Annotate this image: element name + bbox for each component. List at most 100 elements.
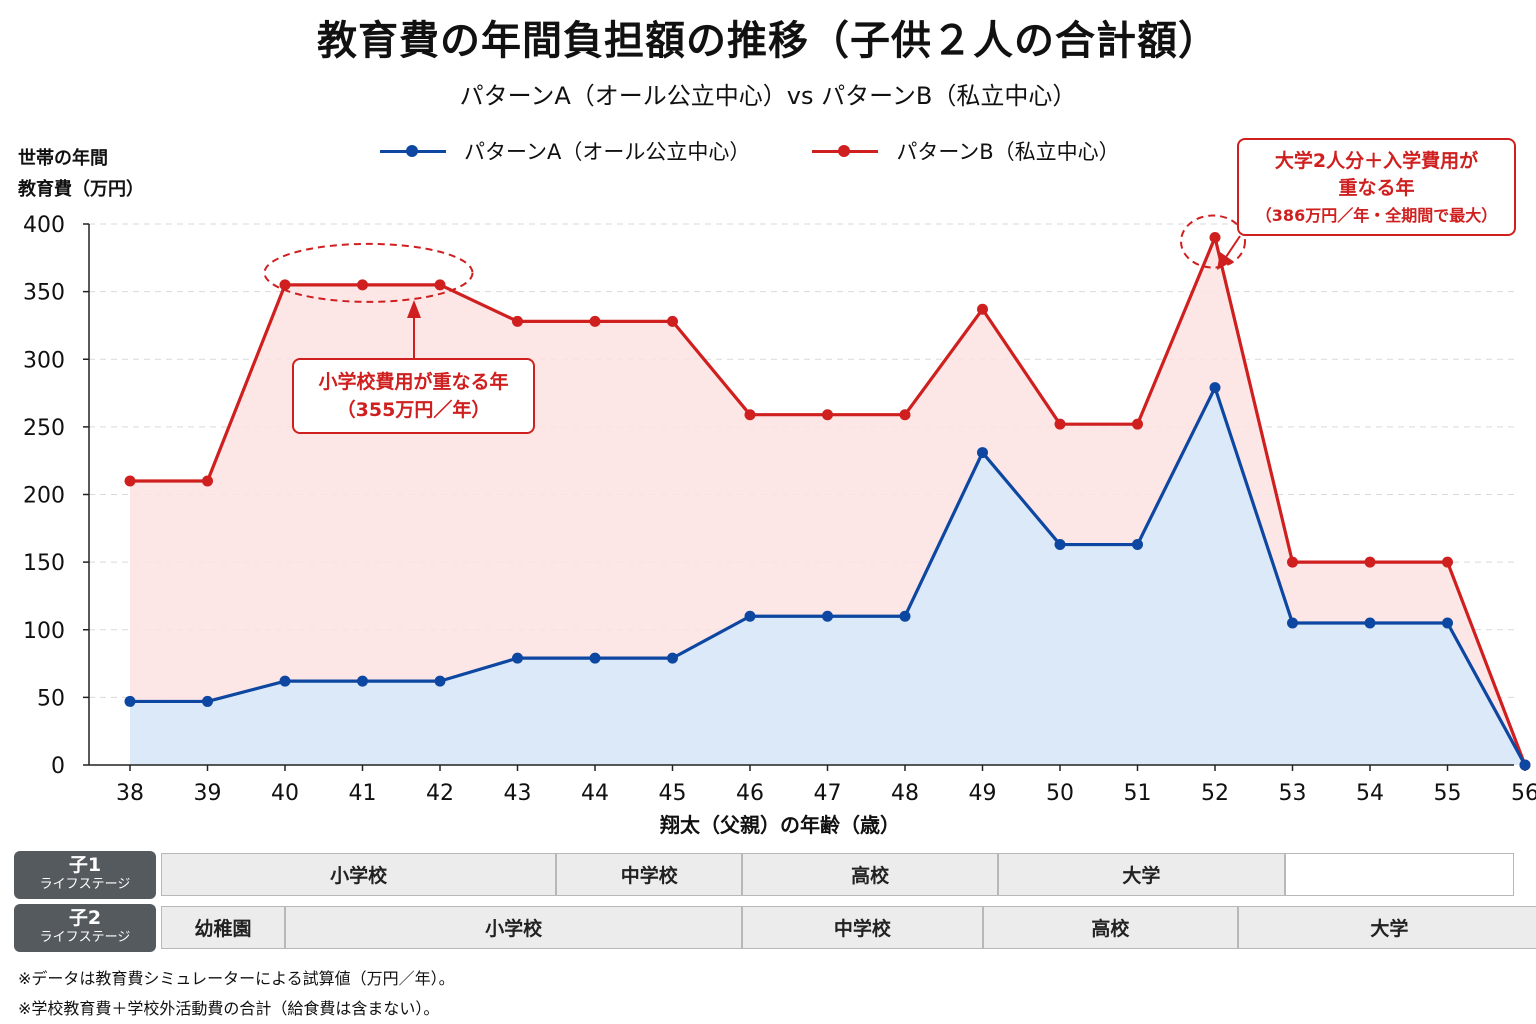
data-point-pattern-a (1442, 617, 1453, 629)
child2-stage-segment: 大学 (1238, 906, 1536, 949)
callout-arrow-peak (1225, 235, 1241, 258)
child1-stage-header: 子1 ライフステージ (14, 851, 156, 899)
child1-stage-row: 子1 ライフステージ 小学校 中学校 高校 大学 (14, 851, 1524, 899)
data-point-pattern-a (124, 695, 136, 707)
data-point-pattern-a (1209, 382, 1221, 394)
child1-stage-subtitle: ライフステージ (39, 877, 131, 892)
callout1-line2: （355万円／年） (336, 399, 491, 421)
y-axis-label-line1: 世帯の年間 (18, 148, 108, 169)
callout2-line1: 大学2人分＋入学費用が (1274, 150, 1479, 172)
footnotes: ※データは教育費シミュレーターによる試算値（万円／年）。 ※学校教育費＋学校外活… (18, 964, 455, 1024)
x-tick-label: 39 (194, 781, 222, 806)
data-point-pattern-b (512, 315, 523, 327)
x-tick-label: 52 (1201, 781, 1229, 806)
data-point-pattern-a (977, 447, 988, 459)
data-point-pattern-a (1519, 759, 1531, 771)
legend-marker-pattern-b (812, 144, 879, 158)
x-tick-label: 55 (1434, 781, 1462, 806)
arrowhead-peak (1217, 252, 1233, 270)
data-point-pattern-a (1054, 539, 1066, 551)
child1-stage-segment: 高校 (742, 853, 998, 896)
data-point-pattern-b (124, 475, 136, 487)
child2-stage-title: 子2 (68, 907, 102, 929)
data-point-pattern-b (1287, 556, 1298, 568)
x-tick-label: 49 (969, 781, 997, 806)
legend-label-pattern-b: パターンB（私立中心） (896, 140, 1120, 164)
data-point-pattern-a (279, 675, 291, 687)
data-point-pattern-a (202, 695, 213, 707)
child2-stage-subtitle: ライフステージ (39, 930, 131, 945)
data-point-pattern-b (202, 475, 213, 487)
legend-item-pattern-a: パターンA（オール公立中心） (380, 136, 750, 166)
data-point-pattern-a (822, 610, 833, 622)
data-point-pattern-a (1364, 617, 1376, 629)
highlight-ellipse-elementary (263, 242, 474, 303)
data-point-pattern-a (589, 652, 601, 664)
legend: パターンA（オール公立中心） パターンB（私立中心） (380, 136, 1120, 166)
callout2-line3: （386万円／年・全期間で最大） (1255, 206, 1498, 225)
data-point-pattern-a (744, 610, 756, 622)
callout-university-peak: 大学2人分＋入学費用が 重なる年 （386万円／年・全期間で最大） (1237, 138, 1516, 236)
data-point-pattern-b (1054, 418, 1066, 430)
child2-stage-header: 子2 ライフステージ (14, 904, 156, 952)
data-point-pattern-b (1364, 556, 1376, 568)
x-tick-label: 38 (116, 781, 144, 806)
y-tick-label: 50 (37, 686, 65, 711)
data-point-pattern-b (899, 409, 911, 421)
x-tick-label: 48 (891, 781, 919, 806)
y-tick-label: 300 (23, 348, 65, 373)
data-point-pattern-b (279, 279, 291, 291)
child2-stage-segment: 高校 (982, 906, 1239, 949)
data-point-pattern-a (1132, 539, 1143, 551)
child1-stage-title: 子1 (68, 854, 102, 876)
x-tick-label: 45 (659, 781, 687, 806)
chart-subtitle: パターンA（オール公立中心）vs パターンB（私立中心） (459, 82, 1077, 110)
callout1-line1: 小学校費用が重なる年 (318, 371, 509, 393)
chart-title: 教育費の年間負担額の推移（子供２人の合計額） (317, 18, 1219, 64)
data-point-pattern-a (434, 675, 446, 687)
data-point-pattern-b (667, 315, 678, 327)
data-point-pattern-b (977, 303, 988, 315)
highlight-ellipse-peak (1180, 214, 1246, 269)
x-tick-label: 51 (1124, 781, 1152, 806)
x-tick-label: 42 (426, 781, 454, 806)
y-axis-label-line2: 教育費（万円） (18, 179, 144, 200)
data-point-pattern-a (667, 652, 678, 664)
callout-elementary-overlap: 小学校費用が重なる年 （355万円／年） (292, 358, 535, 434)
data-point-pattern-b (1132, 418, 1143, 430)
x-tick-label: 43 (504, 781, 532, 806)
data-point-pattern-b (1442, 556, 1453, 568)
y-tick-label: 350 (23, 281, 65, 306)
x-tick-label: 50 (1046, 781, 1074, 806)
legend-label-pattern-a: パターンA（オール公立中心） (464, 140, 751, 164)
x-tick-label: 41 (349, 781, 377, 806)
callout2-line2: 重なる年 (1338, 177, 1415, 199)
data-point-pattern-b (1209, 232, 1221, 244)
y-tick-label: 100 (23, 619, 65, 644)
data-point-pattern-b (822, 409, 833, 421)
y-axis-label: 世帯の年間 教育費（万円） (18, 143, 144, 205)
data-point-pattern-b (744, 409, 756, 421)
y-tick-label: 0 (51, 754, 65, 779)
x-tick-label: 46 (736, 781, 764, 806)
child2-stage-segment: 中学校 (742, 906, 983, 949)
x-tick-label: 40 (271, 781, 299, 806)
child1-stage-segment: 大学 (998, 853, 1285, 896)
data-point-pattern-a (1287, 617, 1298, 629)
legend-item-pattern-b: パターンB（私立中心） (812, 136, 1120, 166)
child2-stage-row: 子2 ライフステージ 幼稚園 小学校 中学校 高校 大学 (14, 904, 1536, 952)
x-axis-label: 翔太（父親）の年齢（歳） (659, 813, 900, 837)
data-point-pattern-a (899, 610, 911, 622)
child1-stage-empty-segment (1284, 853, 1514, 896)
x-tick-label: 44 (581, 781, 609, 806)
arrowhead-elementary (407, 300, 421, 318)
data-point-pattern-b (357, 279, 368, 291)
data-point-pattern-b (434, 279, 446, 291)
y-tick-label: 250 (23, 416, 65, 441)
data-point-pattern-a (357, 675, 368, 687)
x-tick-label: 54 (1356, 781, 1384, 806)
data-point-pattern-a (512, 652, 523, 664)
legend-marker-pattern-a (380, 144, 446, 158)
footnote-1: ※データは教育費シミュレーターによる試算値（万円／年）。 (18, 969, 455, 988)
y-tick-label: 400 (23, 213, 65, 238)
